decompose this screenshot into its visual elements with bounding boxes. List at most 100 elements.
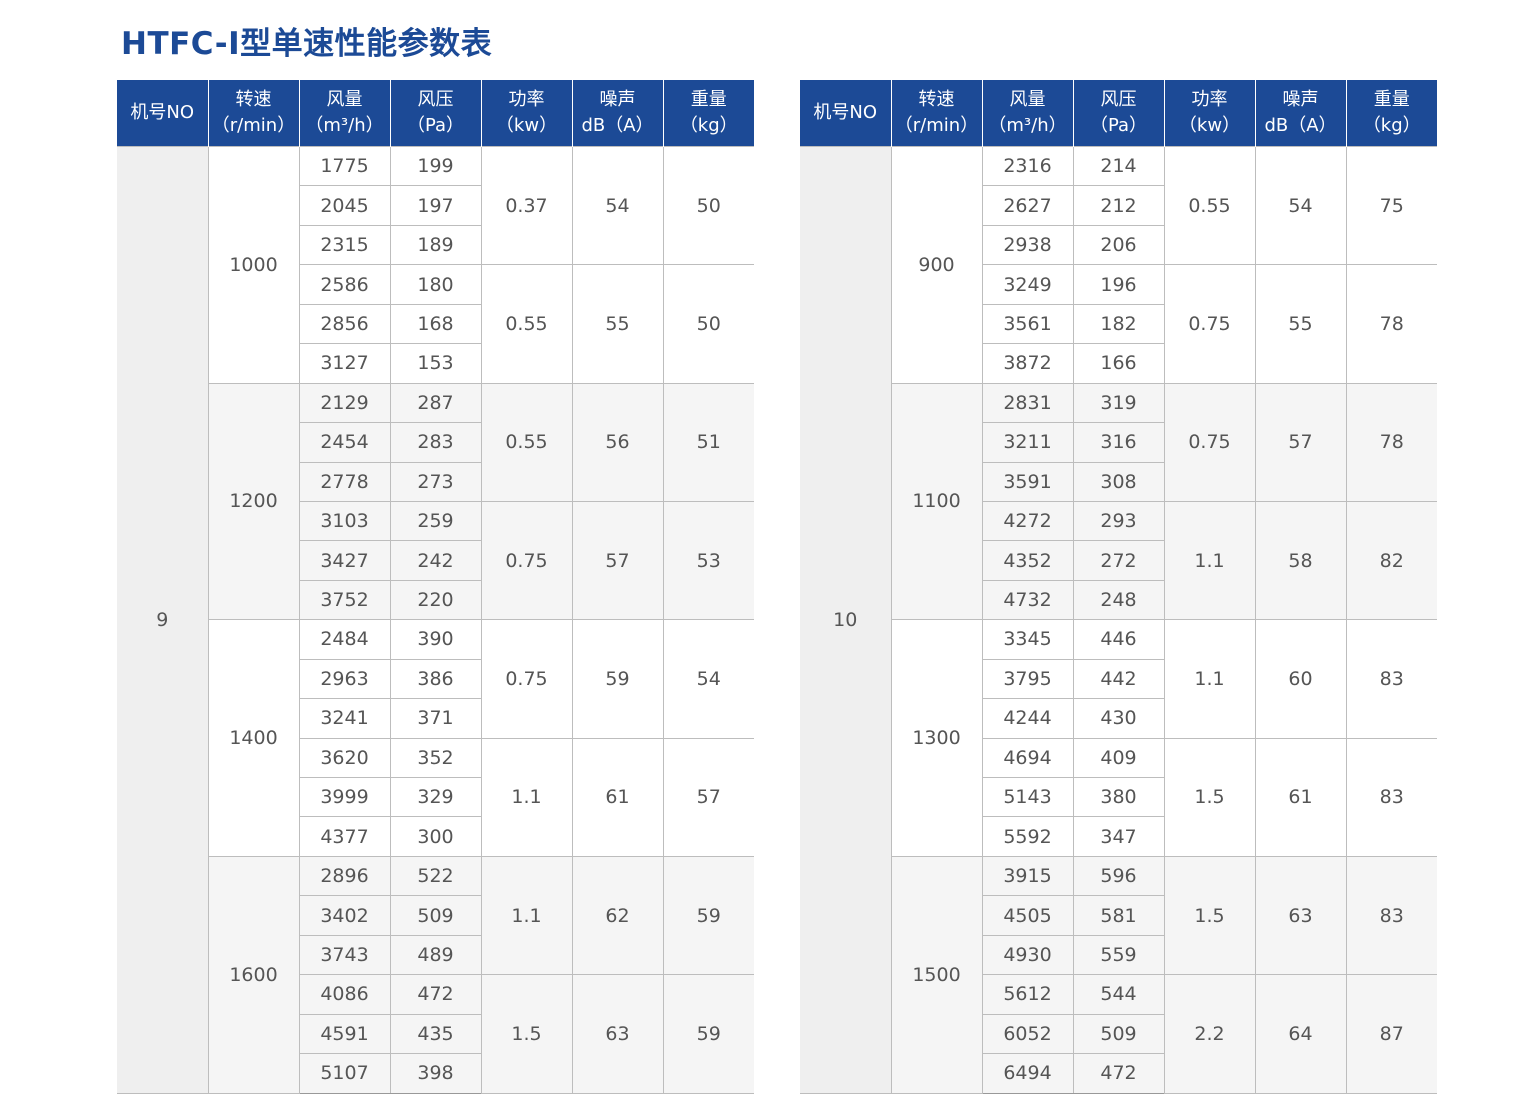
noise-cell: 55 [1254,264,1347,384]
pressure-cell: 273 [389,461,482,502]
pressure-cell: 544 [1072,974,1165,1015]
weight-cell: 87 [1345,974,1437,1094]
airflow-cell: 4377 [298,816,391,857]
airflow-cell: 4732 [981,579,1074,621]
airflow-cell: 3211 [981,422,1074,463]
header-unit: （r/min） [211,115,296,136]
airflow-cell: 2963 [298,658,391,700]
header-unit: （Pa） [406,115,465,136]
header-label: 转速 [918,89,955,110]
airflow-cell: 2627 [981,185,1074,226]
airflow-cell: 1775 [298,145,391,187]
noise-cell: 57 [1254,382,1347,502]
header-unit: （Pa） [1089,115,1148,136]
airflow-cell: 6052 [981,1013,1074,1055]
airflow-cell: 2938 [981,224,1074,266]
pressure-cell: 206 [1072,224,1165,266]
machine-no-cell: 9 [117,146,209,1094]
table-row: 4505 581 [800,895,1437,936]
pressure-cell: 509 [389,895,482,936]
pressure-cell: 352 [389,737,482,779]
pressure-cell: 319 [1072,382,1165,424]
airflow-cell: 3795 [981,658,1074,700]
header-row: 机号NO 转速 （r/min） 风量 （m³/h） 风压 （Pa） 功率 （kw） 噪声 dB（A）… [800,80,1437,147]
header-label: 风压 [417,89,454,110]
airflow-cell: 3743 [298,934,391,976]
table-row: 1300 3345 446 1.1 60 83 [800,619,1437,857]
header-unit: （r/min） [894,115,979,136]
table-row: 2938 206 [800,224,1437,266]
header-weight: 重量 （kg） [1345,80,1437,147]
table-row: 5107 398 [117,1053,754,1094]
header-label: 机号NO [130,102,195,123]
table-row: 2778 273 [117,461,754,502]
power-cell: 0.55 [1163,145,1256,266]
pressure-cell: 283 [389,422,482,463]
table-row: 3211 316 [800,422,1437,463]
pressure-cell: 259 [389,500,482,542]
pressure-cell: 300 [389,816,482,857]
header-speed: 转速 （r/min） [890,80,982,147]
table-row: 3795 442 [800,658,1437,700]
pressure-cell: 371 [389,698,482,739]
pressure-cell: 168 [389,303,482,345]
power-cell: 1.1 [1163,619,1256,739]
noise-cell: 62 [571,855,664,976]
noise-cell: 59 [571,619,664,739]
pressure-cell: 409 [1072,737,1165,779]
weight-cell: 51 [662,382,754,502]
performance-table-10: 机号NO 转速 （r/min） 风量 （m³/h） 风压 （Pa） 功率 （kw） 噪声 dB（A）… [800,80,1437,1094]
airflow-cell: 2586 [298,264,391,305]
power-cell: 0.55 [480,264,573,384]
pressure-cell: 472 [389,974,482,1015]
header-noise: 噪声 dB（A） [1254,80,1346,147]
weight-cell: 82 [1345,500,1437,621]
pressure-cell: 199 [389,145,482,187]
pressure-cell: 272 [1072,540,1165,581]
weight-cell: 53 [662,500,754,621]
airflow-cell: 2129 [298,382,391,424]
weight-cell: 83 [1345,855,1437,976]
weight-cell: 54 [662,619,754,739]
header-label: 噪声 [599,89,636,110]
airflow-cell: 4694 [981,737,1074,779]
pressure-cell: 287 [389,382,482,424]
speed-cell: 1600 [207,855,300,1094]
pressure-cell: 214 [1072,145,1165,187]
header-label: 风量 [326,89,363,110]
header-power: 功率 （kw） [1163,80,1255,147]
header-pressure: 风压 （Pa） [389,80,481,147]
header-airflow: 风量 （m³/h） [298,80,390,147]
table-row: 3752 220 [117,579,754,621]
power-cell: 0.75 [1163,382,1256,502]
table-row: 5612 544 2.2 64 87 [800,974,1437,1094]
table-row: 4732 248 [800,579,1437,621]
power-cell: 1.5 [1163,737,1256,857]
speed-cell: 1500 [890,855,983,1094]
table-row: 3999 329 [117,776,754,818]
airflow-cell: 3591 [981,461,1074,502]
airflow-cell: 2778 [298,461,391,502]
table-row: 2627 212 [800,185,1437,226]
airflow-cell: 3103 [298,500,391,542]
table-row: 2315 189 [117,224,754,266]
airflow-cell: 2045 [298,185,391,226]
page-title: HTFC-I型单速性能参数表 [121,26,493,62]
power-cell: 0.75 [480,619,573,739]
table-row: 3872 166 [800,343,1437,384]
header-label: 重量 [1373,89,1410,110]
pressure-cell: 596 [1072,855,1165,897]
pressure-cell: 212 [1072,185,1165,226]
table-row: 3127 153 [117,343,754,384]
header-label: 风量 [1009,89,1046,110]
header-label: 噪声 [1282,89,1319,110]
table-row: 4694 409 1.5 61 83 [800,737,1437,857]
table-row: 9 1000 1775 199 0.37 54 50 [117,145,754,1094]
weight-cell: 59 [662,855,754,976]
airflow-cell: 4930 [981,934,1074,976]
weight-cell: 59 [662,974,754,1094]
airflow-cell: 2856 [298,303,391,345]
header-label: 重量 [690,89,727,110]
pressure-cell: 182 [1072,303,1165,345]
header-label: 机号NO [813,102,878,123]
